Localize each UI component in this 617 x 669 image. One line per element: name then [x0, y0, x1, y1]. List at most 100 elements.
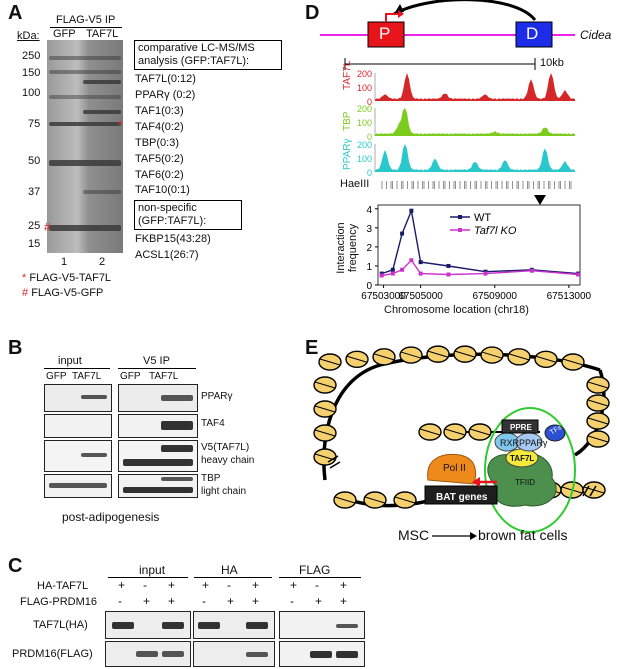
row-v5-taf7l: V5(TAF7L): [201, 442, 250, 453]
data-point: [446, 263, 451, 268]
group-v5ip: V5 IP: [143, 355, 170, 367]
data-point: [576, 272, 581, 277]
c-blot-prdm16-flag: PRDM16(FLAG): [12, 648, 93, 660]
panel-d-label: D: [305, 2, 320, 24]
nucleosome-wrap: [334, 496, 356, 504]
pol2-protein: [427, 453, 477, 485]
data-point: [390, 271, 395, 276]
blot-c-input-1: [105, 611, 191, 639]
legend-marker: [458, 228, 462, 232]
blot-c-flag-2: [279, 641, 365, 667]
track-tick-label: 0: [367, 97, 372, 107]
c-sign: +: [202, 578, 210, 592]
track-tick-label: 100: [357, 154, 372, 164]
protein-taf4: TAF4(0:2): [135, 121, 184, 133]
chart-xlabel: Chromosome location (chr18): [384, 304, 529, 316]
panel-a-label: A: [8, 2, 23, 24]
brown-fat-label: brown fat cells: [478, 527, 568, 543]
data-point: [400, 267, 405, 272]
marker-37: 37: [28, 186, 41, 198]
c-sign: +: [340, 594, 348, 608]
post-adipogenesis-caption: post-adipogenesis: [62, 510, 160, 524]
c-sign: -: [202, 594, 206, 608]
c-sign: -: [118, 594, 122, 608]
row-light-chain: light chain: [201, 486, 247, 497]
blot-b-ip-4: [118, 474, 198, 498]
y-tick-label: 1: [366, 262, 372, 273]
taf7l-asterisk: *: [118, 118, 123, 132]
nucleosome-wrap: [400, 351, 422, 359]
track-tick-label: 200: [357, 69, 372, 79]
chart-frame: [377, 204, 581, 286]
blot-c-flag-1: [279, 611, 365, 639]
nucleosome-wrap: [481, 351, 503, 359]
break-mark: [327, 455, 341, 469]
promoter-label: P: [379, 24, 391, 43]
track-tick-label: 200: [357, 140, 372, 150]
track-tick-label: 200: [357, 104, 372, 114]
data-point: [446, 272, 451, 277]
nucleosome-wrap: [373, 353, 395, 361]
legend-taf7l: * FLAG-V5-TAF7L: [22, 272, 112, 284]
panel-b-label: B: [8, 337, 23, 359]
track-signal: [375, 144, 575, 172]
c-sign: +: [118, 578, 126, 592]
rxr-label: RXR: [500, 438, 520, 448]
panel-c-label: C: [8, 555, 23, 577]
c-sign: -: [227, 578, 231, 592]
nucleosome-wrap: [394, 496, 416, 504]
b-lane-gfp-1: GFP: [46, 371, 67, 382]
blot-b-input-1: [44, 384, 112, 412]
nucleosome-wrap: [314, 429, 336, 437]
data-point: [390, 267, 395, 272]
nucleosome-wrap: [444, 428, 466, 436]
ip-header: FLAG-V5 IP: [56, 14, 116, 26]
nucleosome-wrap: [314, 381, 336, 389]
tfiid-complex: [487, 451, 557, 507]
blot-b-input-3: [44, 440, 112, 472]
cidea-locus: [320, 0, 575, 70]
b-lane-taf7l-2: TAF7L: [149, 371, 179, 382]
y-tick-label: 0: [366, 281, 372, 292]
nucleosome-wrap: [364, 496, 386, 504]
data-point: [409, 258, 414, 263]
protein-taf1: TAF1(0:3): [135, 105, 184, 117]
nucleosome-wrap: [314, 405, 336, 413]
nucleosome-wrap: [587, 381, 609, 389]
pparg-label: PPARγ: [519, 438, 548, 448]
legend-marker: [458, 215, 462, 219]
legend-gfp: # FLAG-V5-GFP: [22, 287, 104, 299]
bat-genes-label: BAT genes: [436, 492, 488, 503]
taf7l-label: TAF7L: [510, 454, 535, 463]
c-blot-taf7l-ha: TAF7L(HA): [33, 619, 88, 631]
bat-genes-box: [424, 485, 498, 505]
track-tick-label: 0: [367, 132, 372, 142]
y-tick-label: 2: [366, 243, 372, 254]
row-heavy-chain: heavy chain: [201, 455, 255, 466]
nucleosome-wrap: [587, 417, 609, 425]
c-sign: +: [252, 594, 260, 608]
haeiii-label: HaeIII: [340, 178, 370, 190]
blot-b-input-4: [44, 474, 112, 498]
track-tick-label: 100: [357, 118, 372, 128]
nonspecific-box: non-specific (GFP:TAF7L):: [134, 200, 242, 230]
blot-c-input-2: [105, 641, 191, 667]
y-tick-label: 3: [366, 224, 372, 235]
lane-taf7l: TAF7L: [86, 28, 119, 40]
blot-c-ha-1: [193, 611, 275, 639]
blot-b-ip-3: [118, 440, 198, 472]
nucleosome-wrap: [427, 350, 449, 358]
c-sign: +: [168, 578, 176, 592]
c-sign: +: [143, 594, 151, 608]
lane-gfp: GFP: [53, 28, 76, 40]
nucleosome-wrap: [454, 350, 476, 358]
marker-50: 50: [28, 155, 41, 167]
data-point: [400, 231, 405, 236]
nucleosome-wrap: [469, 428, 491, 436]
lane-number-2: 2: [99, 256, 106, 268]
nucleosome-wrap: [419, 428, 441, 436]
blot-b-ip-2: [118, 414, 198, 438]
nucleosome-wrap: [587, 399, 609, 407]
